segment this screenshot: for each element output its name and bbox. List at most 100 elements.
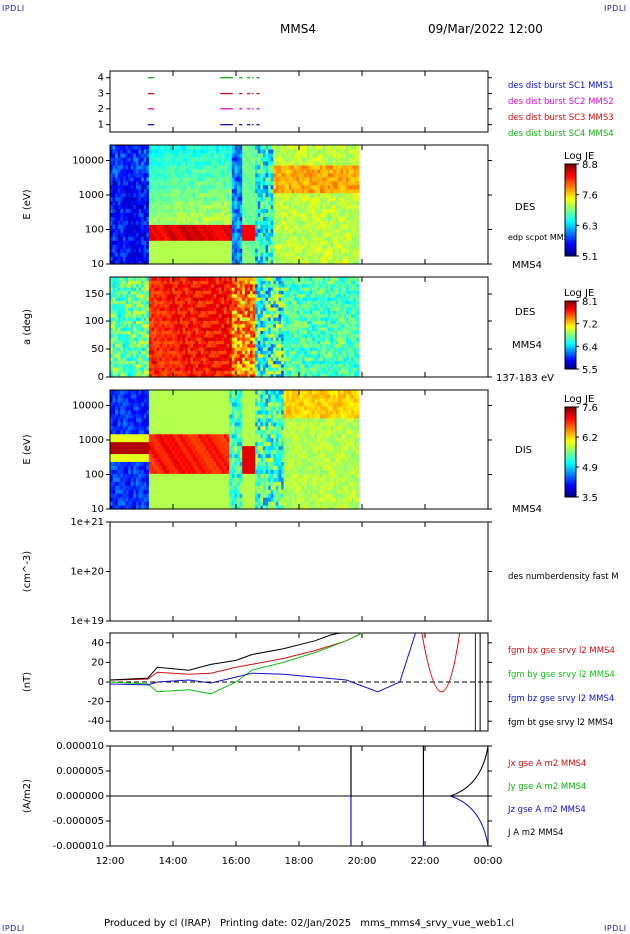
spectrogram-cell	[304, 232, 308, 237]
spectrogram-cell	[174, 357, 178, 361]
spectrogram-cell	[211, 252, 215, 257]
spectrogram-cell	[237, 343, 241, 348]
spectrogram-cell	[268, 248, 272, 253]
spectrogram-cell	[177, 323, 181, 328]
spectrogram-cell	[275, 216, 280, 221]
spectrogram-cell	[231, 293, 236, 298]
spectrogram-cell	[187, 307, 191, 311]
spectrogram-cell	[187, 343, 191, 348]
spectrogram-cell	[237, 260, 241, 265]
spectrogram-cell	[213, 160, 217, 166]
spectrogram-cell	[229, 240, 233, 245]
spectrogram-cell	[348, 180, 352, 186]
spectrogram-cell	[234, 248, 238, 253]
spectrogram-cell	[179, 160, 184, 166]
spectrogram-cell	[257, 363, 261, 368]
spectrogram-cell	[262, 370, 267, 375]
spectrogram-cell	[244, 208, 248, 214]
spectrogram-cell	[205, 200, 210, 206]
spectrogram-cell	[229, 145, 233, 150]
spectrogram-cell	[159, 168, 163, 174]
spectrogram-cell	[167, 176, 171, 182]
spectrogram-cell	[224, 224, 228, 229]
spectrogram-cell	[312, 208, 316, 214]
spectrogram-cell	[252, 164, 256, 170]
spectrogram-cell	[213, 293, 217, 298]
spectrogram-cell	[234, 220, 238, 225]
spectrogram-cell	[151, 168, 155, 174]
spectrogram-cell	[296, 168, 300, 174]
spectrogram-cell	[299, 156, 303, 162]
spectrogram-cell	[226, 220, 230, 225]
spectrogram-cell	[319, 220, 324, 225]
spectrogram-cell	[247, 212, 251, 217]
spectrogram-cell	[260, 300, 264, 305]
spectrogram-cell	[299, 196, 303, 202]
spectrogram-cell	[143, 164, 147, 170]
spectrogram-cell	[270, 204, 274, 210]
colorbar-frame-1	[564, 163, 577, 257]
spectrogram-cell	[182, 297, 186, 301]
spectrogram-cell	[273, 277, 277, 281]
spectrogram-cell	[231, 176, 236, 182]
spectrogram-cell	[244, 367, 248, 371]
spectrogram-cell	[143, 370, 147, 375]
spectrogram-cell	[208, 370, 212, 375]
spectrogram-cell	[221, 293, 225, 298]
spectrogram-cell	[169, 300, 173, 305]
spectrogram-cell	[138, 160, 142, 166]
spectrogram-cell	[148, 343, 153, 348]
spectrogram-cell	[343, 236, 347, 241]
spectrogram-cell	[270, 360, 274, 365]
spectrogram-cell	[192, 313, 197, 318]
spectrogram-cell	[143, 236, 147, 241]
spectrogram-cell	[224, 287, 228, 291]
spectrogram-cell	[208, 188, 212, 194]
spectrogram-cell	[135, 145, 140, 150]
spectrogram-cell	[216, 323, 220, 328]
spectrogram-cell	[268, 145, 272, 150]
spectrogram-cell	[255, 330, 259, 335]
spectrogram-cell	[294, 224, 298, 229]
spectrogram-cell	[286, 220, 290, 225]
spectrogram-cell	[226, 330, 230, 335]
spectrogram-cell	[161, 300, 166, 305]
spectrogram-cell	[257, 180, 261, 186]
spectrogram-cell	[239, 343, 243, 348]
spectrogram-cell	[218, 156, 223, 162]
spectrogram-cell	[224, 248, 228, 253]
spectrogram-cell	[242, 180, 246, 186]
spectrogram-cell	[112, 172, 116, 178]
spectrogram-cell	[133, 293, 137, 298]
spectrogram-cell	[169, 353, 173, 358]
spectrogram-cell	[252, 240, 256, 245]
spectrogram-cell	[198, 337, 202, 341]
spectrogram-cell	[122, 297, 127, 301]
spectrogram-cell	[252, 176, 256, 182]
spectrogram-cell	[356, 145, 360, 150]
spectrogram-cell	[143, 248, 147, 253]
spectrogram-cell	[117, 287, 121, 291]
spectrogram-cell	[192, 152, 197, 158]
spectrogram-cell	[141, 256, 145, 261]
spectrogram-cell	[208, 148, 212, 154]
spectrogram-cell	[314, 212, 318, 217]
spectrogram-cell	[224, 350, 228, 355]
spectrogram-cell	[115, 176, 119, 182]
spectrogram-cell	[192, 204, 197, 210]
spectrogram-cell	[161, 330, 166, 335]
spectrogram-cell	[301, 192, 306, 198]
spectrogram-cell	[309, 200, 313, 206]
spectrogram-cell	[198, 176, 202, 182]
spectrogram-cell	[255, 152, 259, 158]
spectrogram-cell	[301, 236, 306, 241]
spectrogram-cell	[252, 300, 256, 305]
spectrogram-cell	[205, 196, 210, 202]
spectrogram-cell	[229, 164, 233, 170]
spectrogram-cell	[164, 370, 168, 375]
spectrogram-cell	[299, 252, 303, 257]
spectrogram-cell	[299, 220, 303, 225]
spectrogram-cell	[275, 290, 280, 295]
spectrogram-cell	[128, 212, 132, 217]
spectrogram-cell	[268, 256, 272, 261]
